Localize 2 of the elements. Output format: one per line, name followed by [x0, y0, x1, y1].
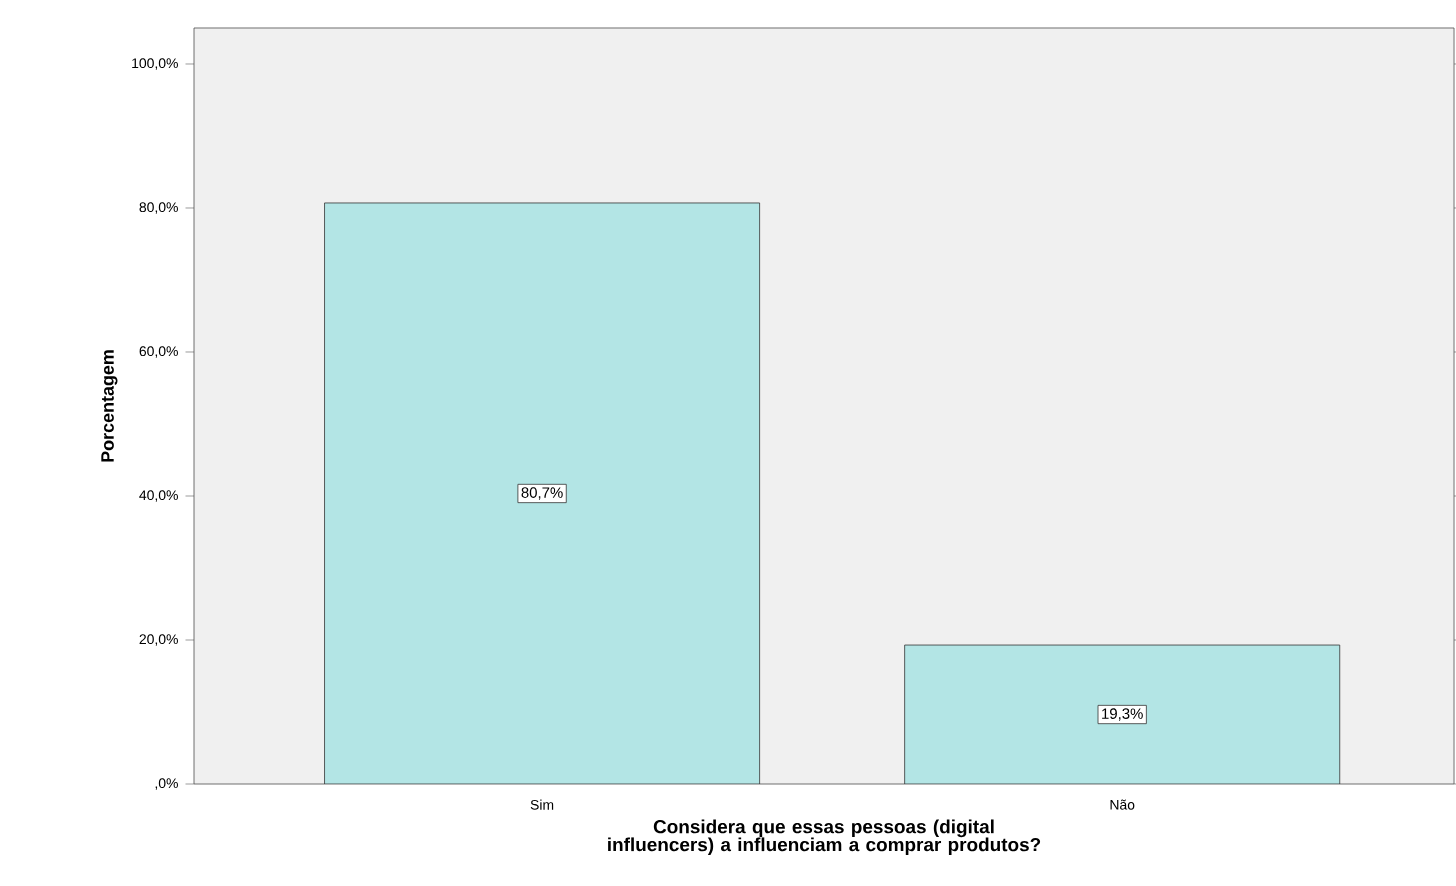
y-axis-title: Porcentagem: [101, 350, 118, 462]
x-axis-title: Considera que essas pessoas (digital influencers) a influenciam a comprar produtos?: [608, 819, 1041, 856]
